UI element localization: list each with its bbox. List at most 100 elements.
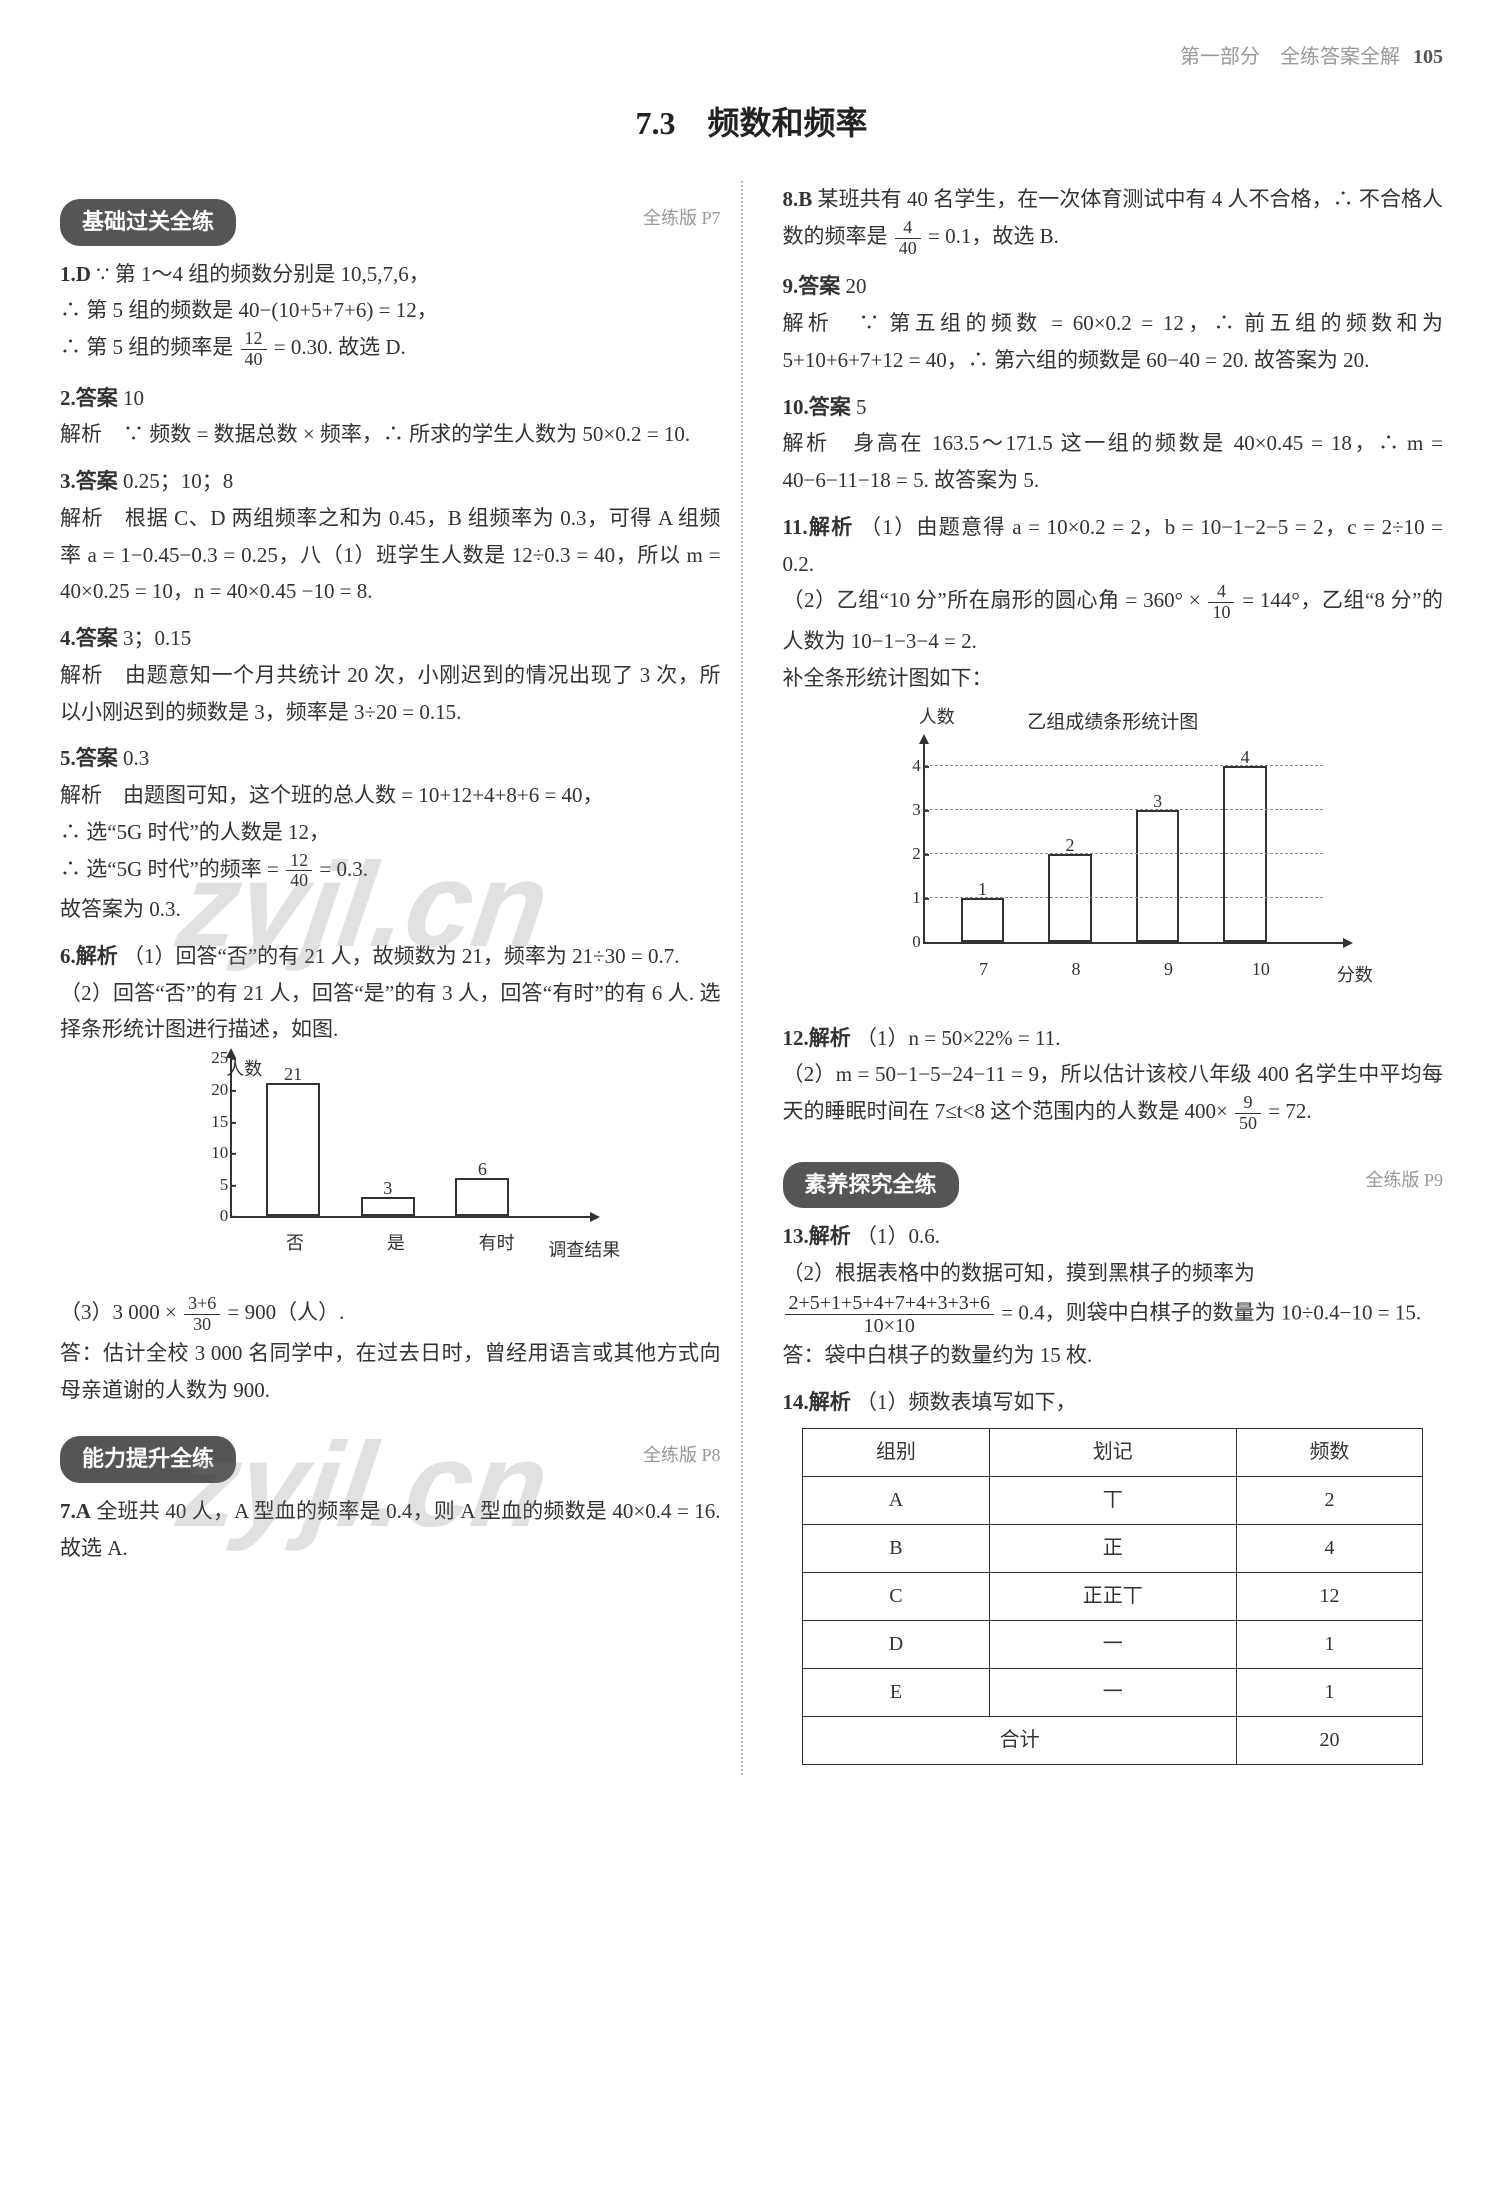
- q11-p1: （1）由题意得 a = 10×0.2 = 2，b = 10−1−2−5 = 2，…: [783, 515, 1444, 576]
- page-number: 105: [1413, 46, 1443, 68]
- q5-ans: 0.3: [123, 746, 149, 770]
- q7: 7.A 全班共 40 人，A 型血的频率是 0.4，则 A 型血的频数是 40×…: [60, 1493, 721, 1567]
- freq-table-total: 合计 20: [803, 1717, 1423, 1765]
- q12-num: 12.解析: [783, 1026, 851, 1050]
- q11-chart: 乙组成绩条形统计图 人数 01234 1234 78910 分数: [873, 706, 1353, 1005]
- table-row: B正4: [803, 1525, 1423, 1573]
- q6-chart: 人数 0510152025 2136 否是有时 调查结果: [180, 1058, 600, 1280]
- ft-h0: 组别: [803, 1429, 989, 1477]
- q2-ans: 10: [123, 386, 144, 410]
- q9-exp: 解析 ∵ 第五组的频数 = 60×0.2 = 12，∴ 前五组的频数和为 5+1…: [783, 311, 1444, 372]
- q7-num: 7.A: [60, 1499, 91, 1523]
- q9: 9.答案 20 解析 ∵ 第五组的频数 = 60×0.2 = 12，∴ 前五组的…: [783, 268, 1444, 378]
- q1: 1.D ∵ 第 1～4 组的频数分别是 10,5,7,6， ∴ 第 5 组的频数…: [60, 256, 721, 370]
- bar: 2: [1048, 854, 1092, 942]
- q12-p2: （2）m = 50−1−5−24−11 = 9，所以估计该校八年级 400 名学…: [783, 1062, 1444, 1123]
- q13-p3: 答：袋中白棋子的数量约为 15 枚.: [783, 1343, 1093, 1367]
- q8-t2: = 0.1，故选 B.: [928, 224, 1059, 248]
- q12-p1: （1）n = 50×22% = 11.: [856, 1026, 1061, 1050]
- q1-num: 1.D: [60, 262, 91, 286]
- table-row: E一1: [803, 1669, 1423, 1717]
- q11-p2a: （2）乙组“10 分”所在扇形的圆心角 = 360° ×: [783, 588, 1201, 612]
- q10: 10.答案 5 解析 身高在 163.5～171.5 这一组的频数是 40×0.…: [783, 389, 1444, 499]
- q6-frac: 3+6 30: [184, 1294, 220, 1335]
- q5-num: 5.答案: [60, 746, 118, 770]
- q2: 2.答案 10 解析 ∵ 频数 = 数据总数 × 频率，∴ 所求的学生人数为 5…: [60, 380, 721, 454]
- section-ability-ref: 全练版 P8: [643, 1440, 721, 1472]
- q6-bar-chart: 0510152025 2136: [230, 1058, 590, 1218]
- q5-l1: 解析 由题图可知，这个班的总人数 = 10+12+4+8+6 = 40，: [60, 783, 604, 807]
- q9-num: 9.答案: [783, 274, 841, 298]
- q8: 8.B 某班共有 40 名学生，在一次体育测试中有 4 人不合格，∴ 不合格人数…: [783, 181, 1444, 258]
- q12-p2b: = 72.: [1268, 1099, 1311, 1123]
- q11-frac: 4 10: [1208, 582, 1234, 623]
- q1-frac: 12 40: [241, 329, 267, 370]
- q6-yticks: 0510152025: [190, 1058, 228, 1216]
- q6-p2: （2）回答“否”的有 21 人，回答“是”的有 3 人，回答“有时”的有 6 人…: [60, 981, 721, 1042]
- q10-num: 10.答案: [783, 395, 851, 419]
- q6-p4: 答：估计全校 3 000 名同学中，在过去日时，曾经用语言或其他方式向母亲道谢的…: [60, 1341, 721, 1402]
- q10-exp: 解析 身高在 163.5～171.5 这一组的频数是 40×0.45 = 18，…: [783, 431, 1444, 492]
- q11-xlabel: 分数: [1337, 960, 1373, 992]
- q11-bars: 1234: [925, 744, 1323, 942]
- q7-text: 全班共 40 人，A 型血的频率是 0.4，则 A 型血的频数是 40×0.4 …: [60, 1499, 721, 1560]
- q11-ylabel: 人数: [919, 702, 955, 734]
- q5-l3a: ∴ 选“5G 时代”的频率 =: [60, 857, 279, 881]
- q13-p2a: （2）根据表格中的数据可知，摸到黑棋子的频率为: [783, 1261, 1256, 1285]
- q10-ans: 5: [856, 395, 867, 419]
- q11-num: 11.解析: [783, 515, 854, 539]
- q1-l3b: = 0.30. 故选 D.: [274, 335, 406, 359]
- q3: 3.答案 0.25；10；8 解析 根据 C、D 两组频率之和为 0.45，B …: [60, 463, 721, 610]
- freq-table-head: 组别 划记 频数: [803, 1429, 1423, 1477]
- q2-num: 2.答案: [60, 386, 118, 410]
- q1-l2: ∴ 第 5 组的频数是 40−(10+5+7+6) = 12，: [60, 298, 438, 322]
- q11-xlabels: 78910: [923, 950, 1343, 978]
- ft-h2: 频数: [1236, 1429, 1422, 1477]
- q4-num: 4.答案: [60, 626, 118, 650]
- freq-table-body: A丅2B正4C正正丅12D一1E一1: [803, 1477, 1423, 1717]
- q3-num: 3.答案: [60, 469, 118, 493]
- q6: 6.解析 （1）回答“否”的有 21 人，故频数为 21，频率为 21÷30 =…: [60, 938, 721, 1408]
- section-basic-row: 基础过关全练 全练版 P7: [60, 181, 721, 256]
- q11-yticks: 01234: [883, 744, 921, 942]
- right-column: 8.B 某班共有 40 名学生，在一次体育测试中有 4 人不合格，∴ 不合格人数…: [773, 181, 1444, 1775]
- table-row: C正正丅12: [803, 1573, 1423, 1621]
- q8-num: 8.B: [783, 187, 813, 211]
- bar: 1: [961, 898, 1005, 942]
- section-explore-row: 素养探究全练 全练版 P9: [783, 1144, 1444, 1219]
- q8-frac: 4 40: [895, 218, 921, 259]
- q13: 13.解析 （1）0.6. （2）根据表格中的数据可知，摸到黑棋子的频率为 2+…: [783, 1218, 1444, 1373]
- bar: 21: [266, 1083, 320, 1216]
- q6-xlabels: 否是有时: [230, 1224, 590, 1252]
- two-column-layout: 基础过关全练 全练版 P7 1.D ∵ 第 1～4 组的频数分别是 10,5,7…: [60, 181, 1443, 1775]
- freq-table: 组别 划记 频数 A丅2B正4C正正丅12D一1E一1 合计 20: [802, 1428, 1423, 1765]
- q8-t1: 某班共有 40 名学生，在一次体育测试中有 4 人不合格，∴ 不合格人数的频率是: [783, 187, 1444, 248]
- q5-frac: 12 40: [286, 851, 312, 892]
- q2-exp: 解析 ∵ 频数 = 数据总数 × 频率，∴ 所求的学生人数为 50×0.2 = …: [60, 422, 690, 446]
- bar: 4: [1223, 766, 1267, 942]
- main-title: 7.3 频数和频率: [60, 95, 1443, 151]
- q4-exp: 解析 由题意知一个月共统计 20 次，小刚迟到的情况出现了 3 次，所以小刚迟到…: [60, 663, 721, 724]
- q6-p1: （1）回答“否”的有 21 人，故频数为 21，频率为 21÷30 = 0.7.: [123, 944, 680, 968]
- q13-p1: （1）0.6.: [856, 1224, 940, 1248]
- q14-p1: （1）频数表填写如下，: [856, 1390, 1077, 1414]
- q5-l4: 故答案为 0.3.: [60, 897, 181, 921]
- table-row: D一1: [803, 1621, 1423, 1669]
- ft-total-label: 合计: [803, 1717, 1237, 1765]
- section-basic-pill: 基础过关全练: [60, 199, 236, 246]
- q14-num: 14.解析: [783, 1390, 851, 1414]
- table-row: A丅2: [803, 1477, 1423, 1525]
- q5: 5.答案 0.3 解析 由题图可知，这个班的总人数 = 10+12+4+8+6 …: [60, 740, 721, 928]
- q12: 12.解析 （1）n = 50×22% = 11. （2）m = 50−1−5−…: [783, 1020, 1444, 1134]
- q1-l1: ∵ 第 1～4 组的频数分别是 10,5,7,6，: [96, 262, 430, 286]
- section-ability-pill: 能力提升全练: [60, 1436, 236, 1483]
- section-explore-ref: 全练版 P9: [1365, 1165, 1443, 1197]
- part-label: 第一部分 全练答案全解: [1180, 46, 1400, 68]
- q3-ans: 0.25；10；8: [123, 469, 233, 493]
- q4-ans: 3；0.15: [123, 626, 191, 650]
- q14: 14.解析 （1）频数表填写如下， 组别 划记 频数 A丅2B正4C正正丅12D…: [783, 1384, 1444, 1766]
- q13-p2b: = 0.4，则袋中白棋子的数量为 10÷0.4−10 = 15.: [1001, 1300, 1421, 1324]
- q1-l3a: ∴ 第 5 组的频率是: [60, 335, 233, 359]
- q13-num: 13.解析: [783, 1224, 851, 1248]
- q9-ans: 20: [846, 274, 867, 298]
